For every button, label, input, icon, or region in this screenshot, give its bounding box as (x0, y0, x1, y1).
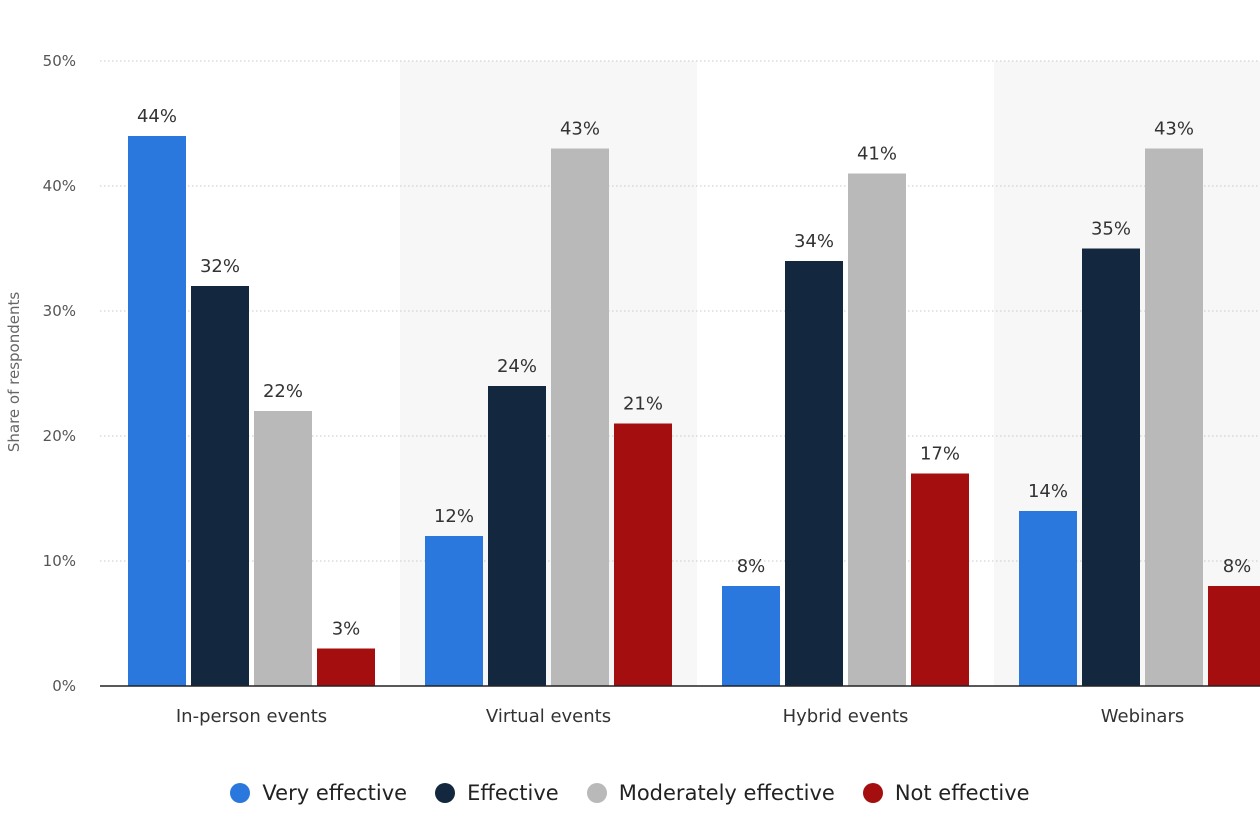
y-tick-label: 0% (52, 677, 76, 695)
y-axis-label: Share of respondents (5, 292, 23, 453)
data-label: 32% (200, 256, 240, 277)
legend-label: Effective (467, 781, 559, 805)
bar[interactable] (425, 536, 483, 686)
legend-marker-icon (862, 783, 883, 803)
chart: 0% 10% 20% 30% 40% 50% Share of respondents 4… (5, 52, 1260, 727)
legend-item[interactable]: Not effective (862, 781, 1030, 805)
data-label: 3% (332, 619, 361, 640)
x-category-label: Webinars (1101, 706, 1184, 727)
bar[interactable] (1019, 511, 1077, 686)
data-label: 14% (1028, 481, 1068, 502)
data-label: 24% (497, 356, 537, 377)
data-label: 17% (920, 444, 960, 465)
y-tick-label: 40% (43, 177, 76, 195)
x-category-label: In-person events (176, 706, 327, 727)
bar[interactable] (722, 586, 780, 686)
legend-label: Moderately effective (618, 781, 835, 805)
y-tick-label: 30% (43, 302, 76, 320)
bar[interactable] (128, 136, 186, 686)
legend-item[interactable]: Very effective (230, 781, 407, 805)
legend-label: Very effective (262, 781, 408, 805)
data-label: 44% (137, 106, 177, 127)
data-label: 22% (263, 381, 303, 402)
data-label: 43% (560, 119, 600, 140)
legend: Very effective Effective Moderately effect… (0, 773, 1260, 813)
bar[interactable] (1082, 248, 1140, 687)
data-label: 34% (794, 231, 834, 252)
bar[interactable] (317, 648, 375, 687)
y-tick-label: 10% (43, 552, 76, 570)
legend-marker-icon (230, 783, 251, 803)
x-category-label: Hybrid events (783, 706, 909, 727)
data-label: 35% (1091, 219, 1131, 240)
data-label: 21% (623, 394, 663, 415)
bar[interactable] (488, 386, 546, 686)
bar[interactable] (848, 173, 906, 687)
bar[interactable] (254, 411, 312, 686)
x-axis-categories: In-person events Virtual events Hybrid eve… (176, 706, 1184, 727)
data-label: 12% (434, 506, 474, 527)
data-label: 8% (1223, 556, 1252, 577)
data-label: 8% (737, 556, 766, 577)
bars (128, 136, 1260, 686)
legend-item[interactable]: Effective (435, 781, 559, 805)
bar[interactable] (785, 261, 843, 686)
legend-marker-icon (586, 783, 607, 803)
bar[interactable] (191, 286, 249, 686)
y-axis-ticks: 0% 10% 20% 30% 40% 50% (43, 52, 76, 695)
x-category-label: Virtual events (486, 706, 611, 727)
legend-marker-icon (435, 783, 456, 803)
bar[interactable] (1208, 586, 1260, 686)
bar[interactable] (551, 148, 609, 687)
bar[interactable] (911, 473, 969, 687)
legend-item[interactable]: Moderately effective (586, 781, 835, 805)
bar[interactable] (1145, 148, 1203, 687)
y-tick-label: 50% (43, 52, 76, 70)
bar[interactable] (614, 423, 672, 687)
data-label: 41% (857, 144, 897, 165)
legend-label: Not effective (894, 781, 1030, 805)
data-label: 43% (1154, 119, 1194, 140)
y-tick-label: 20% (43, 427, 76, 445)
data-labels: 44% 32% 22% 3% 12% 24% 43% 21% 8% 34% 41% 17% 14% 35%… (137, 106, 1251, 640)
